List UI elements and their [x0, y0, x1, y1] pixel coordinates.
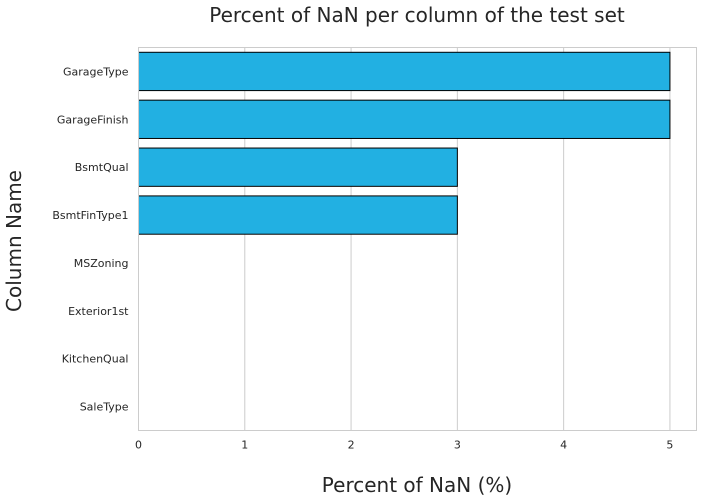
bar-bsmtqual — [138, 147, 458, 187]
y-tick-label: KitchenQual — [62, 353, 129, 366]
y-tick-label: BsmtFinType1 — [52, 209, 128, 222]
x-tick-label: 3 — [454, 439, 461, 452]
y-tick-label: GarageFinish — [57, 113, 129, 126]
x-tick-labels: 0 1 2 3 4 5 — [135, 439, 673, 452]
y-tick-label: SaleType — [80, 401, 129, 414]
x-axis-label: Percent of NaN (%) — [322, 473, 512, 497]
y-tick-label: BsmtQual — [75, 161, 129, 174]
plot-frame — [138, 47, 697, 431]
x-tick-label: 2 — [348, 439, 355, 452]
x-tick-label: 0 — [135, 439, 142, 452]
bar-bsmtfintype1 — [138, 195, 458, 235]
y-tick-label: MSZoning — [74, 257, 129, 270]
chart-title: Percent of NaN per column of the test se… — [209, 3, 625, 27]
x-tick-label: 1 — [241, 439, 248, 452]
y-tick-labels: GarageType GarageFinish BsmtQual BsmtFinTyp… — [52, 65, 129, 413]
x-tick-label: 4 — [560, 439, 567, 452]
y-tick-label: GarageType — [63, 65, 129, 78]
bars — [138, 51, 671, 235]
y-tick-label: Exterior1st — [68, 305, 129, 318]
bar-garagefinish — [138, 99, 671, 139]
x-tick-label: 5 — [666, 439, 673, 452]
y-axis-label: Column Name — [2, 170, 26, 312]
bar-garagetype — [138, 51, 671, 92]
